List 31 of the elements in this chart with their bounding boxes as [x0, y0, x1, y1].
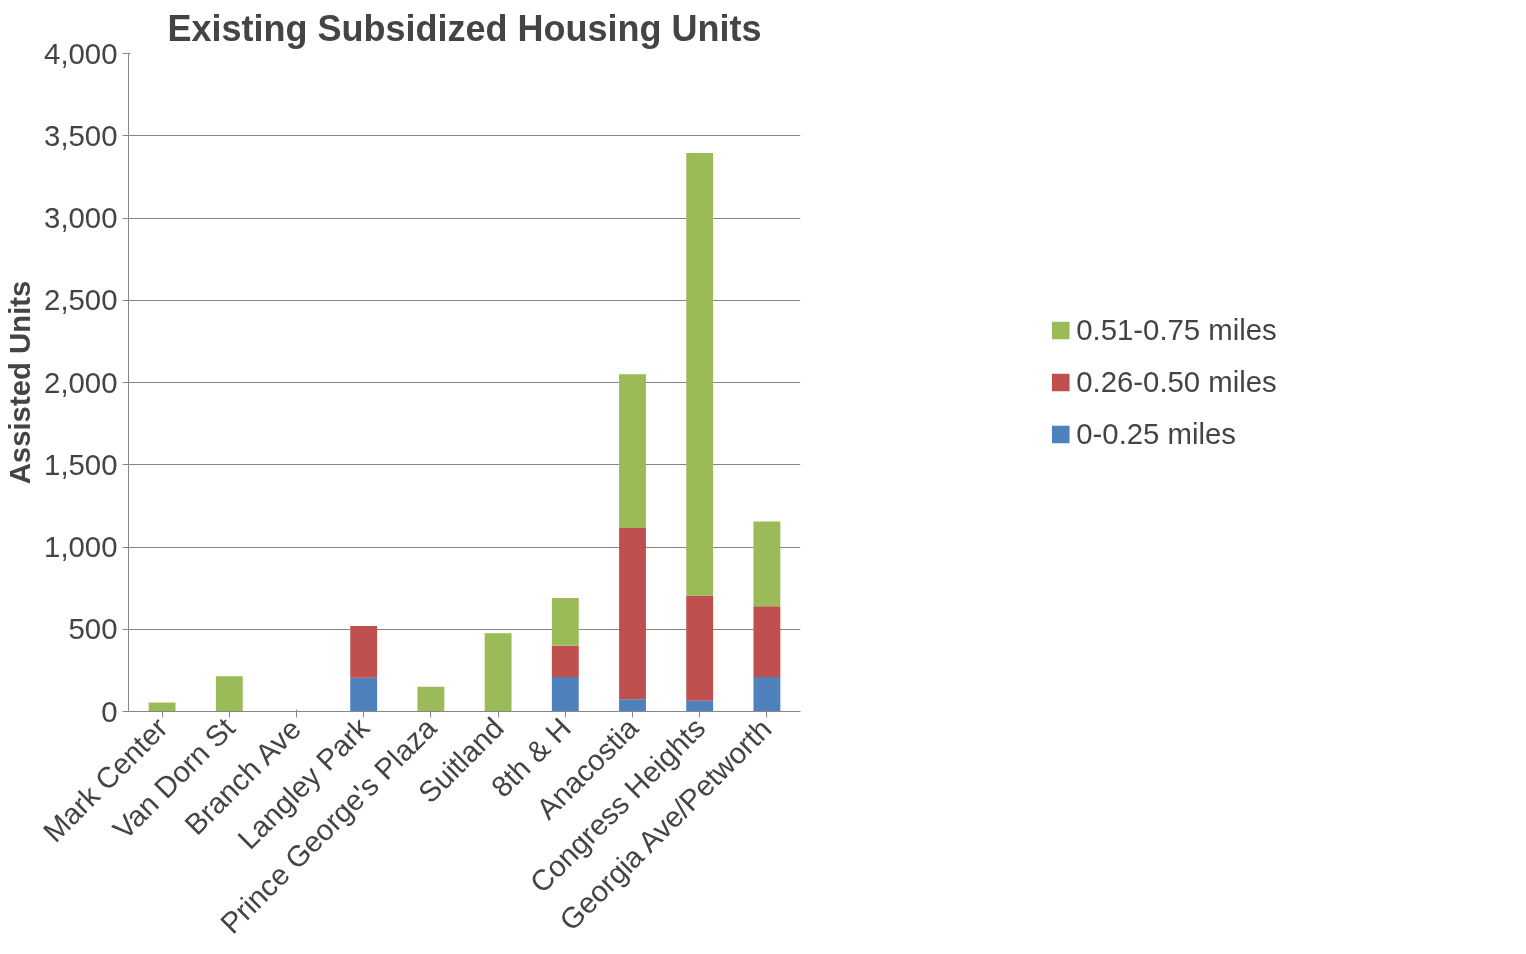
legend-label: 0-0.25 miles [1076, 417, 1236, 451]
bar [686, 153, 714, 596]
y-tick-label: 2,000 [44, 365, 118, 399]
y-tick-label: 500 [68, 612, 118, 646]
y-tick-label: 2,500 [44, 283, 118, 317]
chart-title: Existing Subsidized Housing Units [167, 7, 762, 49]
bar [148, 702, 176, 712]
bar [215, 676, 243, 712]
y-tick-label: 3,500 [44, 118, 118, 152]
bar [753, 606, 781, 677]
bar [551, 645, 579, 677]
bar [686, 595, 714, 701]
bar [350, 677, 378, 712]
y-tick-label: 1,500 [44, 447, 118, 481]
bar [619, 699, 646, 712]
bar [551, 676, 579, 712]
legend-label: 0.51-0.75 miles [1076, 313, 1277, 347]
bar [551, 597, 579, 646]
bar [417, 686, 445, 712]
y-tick-label: 1,000 [44, 530, 118, 563]
y-axis-title: Assisted Units [3, 280, 37, 485]
bar [484, 633, 512, 712]
bar [753, 521, 781, 607]
legend-label: 0.26-0.50 miles [1076, 365, 1277, 399]
bar [686, 700, 714, 712]
bar [350, 625, 378, 678]
bar [619, 374, 646, 529]
y-tick-label: 3,000 [44, 201, 118, 234]
bar [619, 528, 646, 700]
y-tick-label: 4,000 [44, 36, 118, 70]
bar [753, 676, 781, 712]
